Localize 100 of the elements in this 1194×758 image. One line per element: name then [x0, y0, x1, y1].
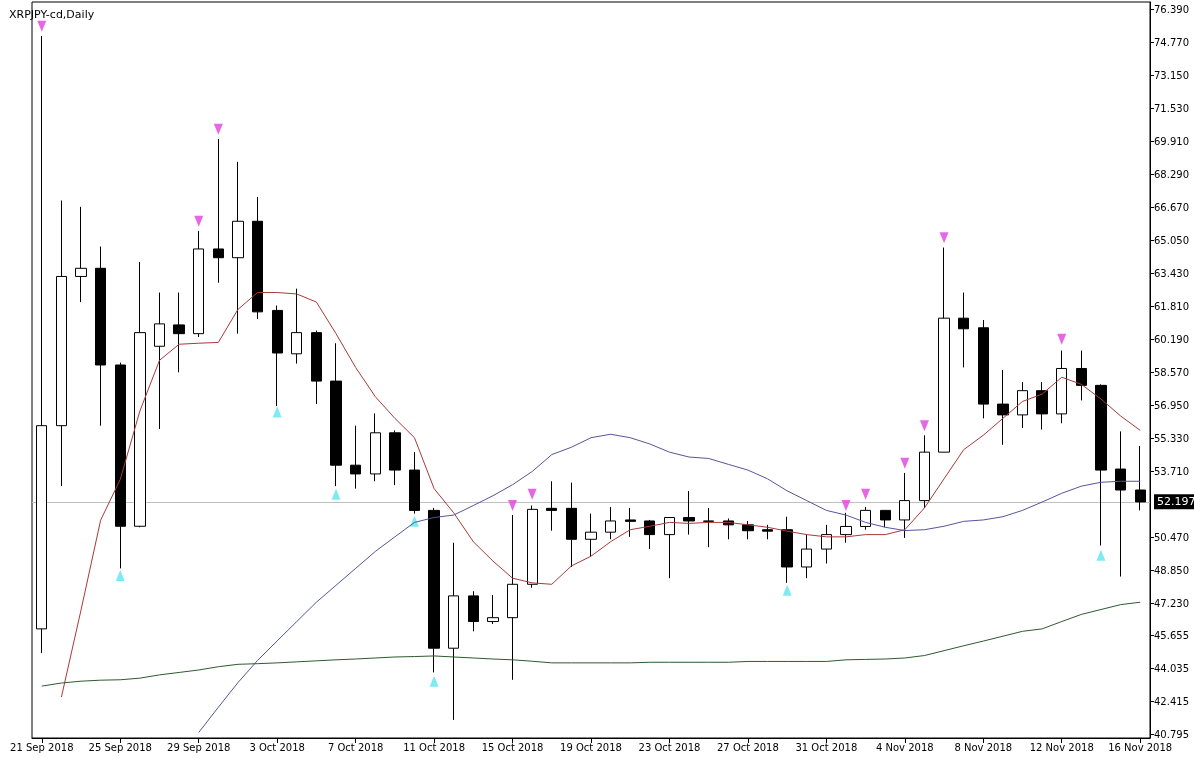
point — [919, 420, 929, 432]
point — [194, 215, 204, 227]
x-tick-label: 8 Nov 2018 — [954, 741, 1013, 753]
point — [1096, 549, 1106, 561]
candlestick — [95, 246, 106, 427]
point — [508, 499, 518, 511]
candlestick — [448, 542, 459, 721]
x-tick-label: 25 Sep 2018 — [88, 741, 152, 753]
candlestick — [232, 161, 244, 335]
point — [37, 20, 47, 32]
candlestick — [997, 369, 1009, 446]
candlestick — [507, 514, 518, 681]
candlestick — [213, 138, 224, 284]
candlestick — [1036, 381, 1048, 431]
candlestick — [585, 513, 597, 557]
y-tick-label: 74.770 — [1154, 36, 1189, 48]
candlestick — [821, 524, 832, 565]
y-tick-label: 71.530 — [1154, 102, 1189, 114]
candlestick — [115, 362, 126, 569]
x-tick-label: 19 Oct 2018 — [560, 741, 622, 753]
point — [331, 488, 341, 500]
point — [272, 406, 282, 418]
candlestick — [781, 516, 793, 584]
candlestick — [173, 292, 185, 373]
candlestick — [1056, 350, 1067, 424]
candlestick — [703, 507, 714, 548]
y-tick-label: 66.670 — [1154, 201, 1189, 213]
candlestick — [487, 594, 499, 625]
candlestick — [272, 305, 283, 407]
candlestick — [899, 472, 910, 539]
candlestick — [428, 507, 440, 673]
candlestick — [644, 519, 655, 550]
candlestick — [978, 319, 989, 419]
x-tick-label: 27 Oct 2018 — [717, 741, 779, 753]
candlestick — [1017, 381, 1028, 429]
candlestick — [801, 534, 812, 579]
candlestick — [566, 482, 577, 568]
x-tick-label: 4 Nov 2018 — [875, 741, 934, 753]
y-tick-label: 40.795 — [1154, 728, 1189, 740]
candlestick — [546, 480, 557, 532]
line-series — [41, 601, 1141, 687]
x-tick-label: 7 Oct 2018 — [327, 741, 384, 753]
candlestick — [409, 451, 420, 515]
y-tick-label: 61.810 — [1154, 300, 1189, 312]
y-tick-label: 68.290 — [1154, 168, 1189, 180]
candlestick — [527, 504, 538, 589]
candlestick — [311, 330, 322, 405]
line-series — [60, 292, 1141, 698]
y-tick-label: 73.150 — [1154, 69, 1189, 81]
candlestick — [350, 425, 361, 490]
y-tick-label: 55.330 — [1154, 432, 1189, 444]
y-tick-label: 42.415 — [1154, 695, 1189, 707]
point — [861, 488, 871, 500]
candlestick — [919, 434, 930, 509]
candlestick — [370, 412, 381, 482]
candlestick — [291, 288, 302, 365]
y-tick-label: 53.710 — [1154, 465, 1189, 477]
line-series — [198, 433, 1141, 733]
candlestick — [605, 506, 616, 540]
y-tick-label: 76.390 — [1154, 3, 1189, 15]
candlestick — [664, 517, 675, 579]
point — [900, 457, 910, 469]
candlestick — [762, 524, 773, 540]
y-tick-label: 69.910 — [1154, 135, 1189, 147]
y-tick-label: 44.035 — [1154, 662, 1189, 674]
y-tick-label: 63.430 — [1154, 267, 1189, 279]
point — [213, 123, 223, 135]
x-tick-label: 15 Oct 2018 — [481, 741, 544, 753]
candlestick — [134, 261, 146, 528]
text: XRPJPY-cd,Daily — [9, 8, 95, 21]
candlestick — [36, 35, 47, 654]
candlestick — [860, 506, 871, 531]
y-tick-label: 45.655 — [1154, 629, 1189, 641]
x-tick-label: 29 Sep 2018 — [167, 741, 231, 753]
x-tick-label: 21 Sep 2018 — [10, 741, 74, 753]
point — [115, 570, 125, 582]
y-tick-label: 50.470 — [1154, 531, 1189, 543]
candlestick — [193, 230, 204, 338]
y-tick-label: 65.050 — [1154, 234, 1189, 246]
x-tick-label: 31 Oct 2018 — [795, 741, 858, 753]
candlestick — [1135, 445, 1146, 511]
point — [527, 488, 537, 500]
y-tick-label: 60.190 — [1154, 333, 1189, 345]
candlestick — [840, 512, 852, 544]
candlestick — [958, 292, 969, 368]
candlestick — [1115, 430, 1126, 578]
x-tick-label: 16 Nov 2018 — [1108, 741, 1173, 753]
candlestick — [1095, 383, 1107, 547]
point — [1057, 333, 1067, 345]
point — [782, 584, 792, 596]
point — [841, 499, 851, 511]
y-tick-label: 48.850 — [1154, 564, 1189, 576]
candlestick — [468, 590, 479, 632]
candlestick — [683, 490, 695, 536]
y-tick-label: 58.570 — [1154, 366, 1189, 378]
candlestick — [56, 200, 67, 487]
ref-line-label: 52.197 — [1157, 495, 1194, 509]
candlestick — [938, 247, 950, 453]
candlestick — [389, 429, 401, 486]
candlestick — [252, 196, 263, 320]
